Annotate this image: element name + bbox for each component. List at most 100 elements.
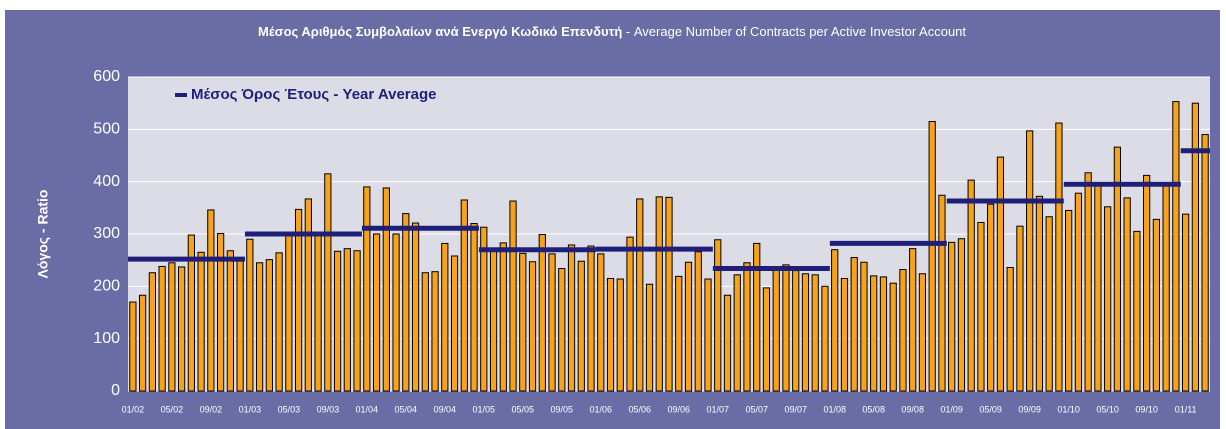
x-tick-label: 09/08 — [901, 404, 924, 414]
bar — [421, 272, 429, 392]
bar — [1035, 195, 1044, 392]
bar — [1094, 183, 1102, 392]
bar — [1074, 192, 1083, 392]
x-tick-label: 05/09 — [979, 404, 1002, 414]
bar — [236, 258, 244, 392]
bar — [987, 203, 995, 392]
bar — [996, 156, 1005, 392]
bar — [509, 200, 517, 392]
bar — [831, 249, 839, 392]
bar — [226, 250, 234, 392]
bar — [1133, 230, 1141, 392]
bar — [714, 239, 722, 392]
bar — [1104, 206, 1112, 392]
bar — [967, 179, 975, 392]
x-tick-label: 09/05 — [551, 404, 574, 414]
bar — [1123, 197, 1131, 392]
bar — [255, 262, 264, 392]
x-tick-label: 05/10 — [1096, 404, 1119, 414]
x-tick-label: 01/10 — [1057, 404, 1080, 414]
bar — [899, 269, 907, 392]
bar — [918, 273, 927, 392]
bar — [1191, 102, 1199, 392]
bar — [879, 276, 888, 392]
bar — [587, 245, 595, 392]
x-tick-label: 05/08 — [862, 404, 885, 414]
bar — [1182, 213, 1190, 392]
bar — [1113, 146, 1122, 392]
bar — [684, 261, 693, 392]
bar — [558, 268, 566, 392]
bar — [1026, 130, 1034, 392]
bar — [597, 253, 605, 392]
bar — [480, 226, 488, 392]
bar — [294, 208, 303, 392]
x-tick-label: 09/07 — [784, 404, 807, 414]
bar — [460, 199, 468, 392]
bar — [372, 233, 381, 392]
bar — [528, 261, 537, 392]
bar — [909, 248, 917, 392]
x-tick-label: 09/03 — [317, 404, 340, 414]
x-tick-label: 01/04 — [356, 404, 379, 414]
y-tick-label: 100 — [93, 330, 120, 347]
y-tick-label: 200 — [93, 278, 120, 295]
x-tick-label: 01/08 — [823, 404, 846, 414]
bar — [811, 274, 819, 392]
bar — [772, 267, 780, 392]
bar — [499, 242, 507, 392]
bar — [636, 198, 644, 392]
x-tick-label: 09/04 — [434, 404, 457, 414]
chart-title: Μέσος Αριθμός Συμβολαίων ανά Ενεργό Κωδι… — [258, 24, 966, 39]
bar — [1143, 174, 1151, 392]
bar — [928, 120, 936, 392]
bar — [1084, 172, 1092, 392]
bar — [577, 260, 585, 392]
x-tick-label: 05/06 — [628, 404, 651, 414]
bar — [363, 186, 371, 392]
bar — [168, 262, 176, 392]
bar — [1055, 122, 1063, 392]
bar — [246, 238, 254, 392]
x-tick-label: 09/02 — [200, 404, 223, 414]
bar — [177, 266, 186, 392]
x-tick-label: 01/02 — [122, 404, 145, 414]
bar — [977, 221, 985, 392]
bar — [148, 272, 156, 392]
bar — [353, 250, 361, 392]
bar — [889, 282, 897, 392]
title-gr: Μέσος Αριθμός Συμβολαίων ανά Ενεργό Κωδι… — [258, 24, 622, 39]
bar — [655, 196, 663, 392]
bar — [187, 234, 195, 392]
bar — [645, 283, 654, 392]
bar — [314, 233, 322, 392]
bar — [548, 253, 556, 392]
x-tick-label: 01/09 — [940, 404, 963, 414]
bar — [207, 209, 215, 392]
title-en: - Average Number of Contracts per Active… — [622, 24, 966, 39]
x-tick-label: 01/06 — [590, 404, 613, 414]
bar — [1016, 225, 1024, 392]
bar — [665, 196, 673, 392]
x-tick-label: 09/10 — [1135, 404, 1158, 414]
x-tick-label: 01/03 — [239, 404, 262, 414]
bar — [382, 187, 390, 392]
x-tick-label: 05/04 — [395, 404, 418, 414]
x-tick-label: 05/05 — [512, 404, 535, 414]
bar — [870, 275, 878, 392]
bar — [538, 234, 546, 392]
bar — [285, 233, 293, 392]
bar — [753, 242, 761, 392]
bar — [948, 241, 956, 392]
bar — [938, 194, 946, 392]
x-tick-label: 01/11 — [1175, 404, 1197, 414]
x-tick-label: 05/02 — [161, 404, 184, 414]
x-tick-label: 09/09 — [1018, 404, 1041, 414]
y-tick-label: 500 — [93, 121, 120, 138]
bar — [304, 198, 312, 392]
bar — [158, 265, 166, 392]
bar — [1045, 216, 1053, 392]
bar — [860, 261, 868, 392]
bar — [606, 277, 615, 392]
